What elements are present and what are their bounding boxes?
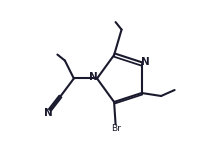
Text: N: N (89, 72, 98, 82)
Text: Br: Br (111, 124, 121, 133)
Text: N: N (44, 108, 52, 118)
Text: N: N (141, 57, 149, 67)
